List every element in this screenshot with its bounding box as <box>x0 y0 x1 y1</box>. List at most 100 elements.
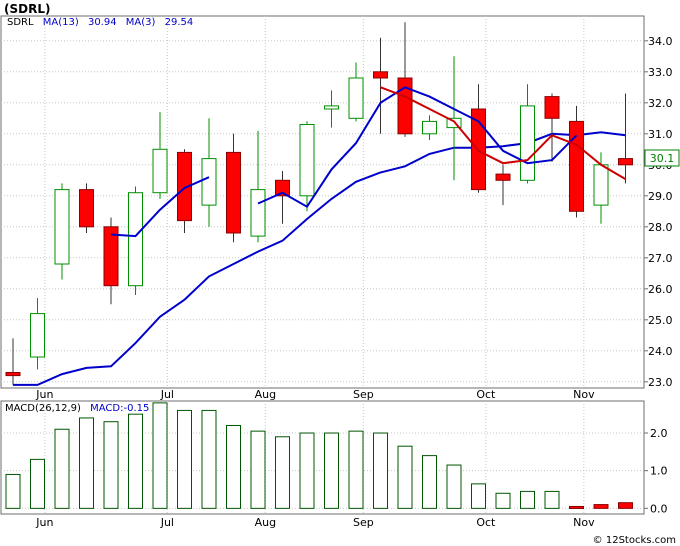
macd-bar <box>275 436 290 509</box>
candle-down <box>544 93 560 162</box>
macd-tick-label: 0.0 <box>650 502 668 515</box>
price-x-axis: Jun Jul Aug Sep Oct Nov <box>35 388 595 401</box>
macd-bar <box>446 464 462 509</box>
footer-credit: © 12Stocks.com <box>593 535 676 546</box>
legend-ma3-label: MA(3) <box>126 17 156 28</box>
last-price-rect <box>644 149 680 167</box>
legend-ma13-value: 30.94 <box>88 17 117 28</box>
candle-down <box>226 133 241 243</box>
candle-body <box>5 372 21 377</box>
macd-bar <box>348 430 364 509</box>
candle-body <box>54 189 70 265</box>
candle-body <box>618 158 633 166</box>
macd-bar <box>152 402 168 509</box>
candle-up <box>324 90 339 128</box>
candle-up <box>201 118 217 227</box>
price-tick-label: 34.0 <box>648 35 673 48</box>
price-y-axis: 23.024.025.026.027.028.029.030.031.032.0… <box>644 35 673 389</box>
macd-legend-value: MACD:-0.15 <box>90 403 149 414</box>
candle-down <box>177 149 192 233</box>
price-tick-label: 23.0 <box>648 376 673 389</box>
price-gridlines <box>1 16 644 388</box>
candle-down <box>103 217 119 305</box>
candle-up <box>128 186 143 295</box>
macd-bar <box>520 490 535 509</box>
price-tick-label: 29.0 <box>648 190 673 203</box>
macd-bar <box>471 483 486 509</box>
candle-body <box>275 179 290 197</box>
ma3-line <box>380 86 627 180</box>
macd-bar <box>373 432 388 509</box>
candle-down <box>569 105 584 218</box>
macd-month-label: Aug <box>255 516 276 529</box>
candle-up <box>348 62 364 122</box>
macd-tick-label: 1.0 <box>650 465 668 478</box>
price-tick-label: 27.0 <box>648 252 673 265</box>
candle-body <box>569 120 584 212</box>
macd-histogram <box>5 402 633 509</box>
macd-bar <box>618 502 633 509</box>
candle-body <box>79 189 94 228</box>
price-panel: 23.024.025.026.027.028.029.030.031.032.0… <box>0 15 680 389</box>
legend-ma3-value: 29.54 <box>165 17 194 28</box>
macd-bar <box>299 432 315 509</box>
candle-body <box>177 151 192 222</box>
macd-panel: 0.0 1.0 2.0 MACD(26,12,9) MACD:-0.15 <box>0 400 668 515</box>
macd-bar <box>495 492 511 509</box>
legend-ma13-label: MA(13) <box>43 17 79 28</box>
candle-up <box>30 298 45 370</box>
macd-bar <box>103 421 119 509</box>
macd-bar <box>201 409 217 509</box>
price-tick-label: 26.0 <box>648 283 673 296</box>
candle-body <box>201 158 217 206</box>
macd-bar <box>79 417 94 509</box>
macd-month-label: Jul <box>160 516 174 529</box>
macd-panel-frame <box>0 400 645 515</box>
last-price-label: 30.1 <box>650 152 675 165</box>
price-tick-label: 32.0 <box>648 97 673 110</box>
macd-bar <box>128 413 143 509</box>
candle-up <box>299 121 315 212</box>
candle-down <box>397 22 413 137</box>
macd-y-axis: 0.0 1.0 2.0 <box>644 427 668 515</box>
macd-month-label: Oct <box>476 516 496 529</box>
candle-body <box>544 96 560 119</box>
candle-down <box>495 164 511 206</box>
legend-symbol: SDRL <box>7 17 34 28</box>
candle-body <box>593 164 609 206</box>
chart-title: (SDRL) <box>4 2 50 16</box>
ma3-layer <box>110 86 627 238</box>
macd-bar <box>177 409 192 509</box>
candle-body <box>495 173 511 181</box>
macd-x-axis: Jun Jul Aug Sep Oct Nov <box>35 516 595 529</box>
ma3-line-blue <box>110 176 210 238</box>
candle-body <box>103 226 119 287</box>
candle-body <box>128 192 143 287</box>
candle-body <box>520 105 535 181</box>
price-tick-label: 25.0 <box>648 314 673 327</box>
price-tick-label: 33.0 <box>648 66 673 79</box>
candle-body <box>324 105 339 110</box>
price-tick-label: 31.0 <box>648 128 673 141</box>
candle-body <box>226 151 241 234</box>
candle-body <box>373 71 388 79</box>
candle-body <box>250 189 266 237</box>
candle-down <box>79 183 94 233</box>
macd-bar <box>30 458 45 509</box>
price-month-label: Nov <box>573 388 595 401</box>
price-month-label: Aug <box>255 388 276 401</box>
price-legend: SDRL MA(13) 30.94 MA(3) 29.54 <box>7 17 193 28</box>
macd-bar <box>5 473 21 509</box>
macd-month-label: Nov <box>573 516 595 529</box>
candle-up <box>54 183 70 280</box>
candle-body <box>30 313 45 358</box>
candle-body <box>348 77 364 119</box>
macd-bar <box>226 424 241 509</box>
macd-bar <box>569 505 584 509</box>
candle-body <box>422 120 437 135</box>
price-tick-label: 28.0 <box>648 221 673 234</box>
price-month-label: Sep <box>353 388 374 401</box>
price-tick-label: 24.0 <box>648 345 673 358</box>
candle-body <box>299 124 315 197</box>
candle-up <box>422 115 437 140</box>
